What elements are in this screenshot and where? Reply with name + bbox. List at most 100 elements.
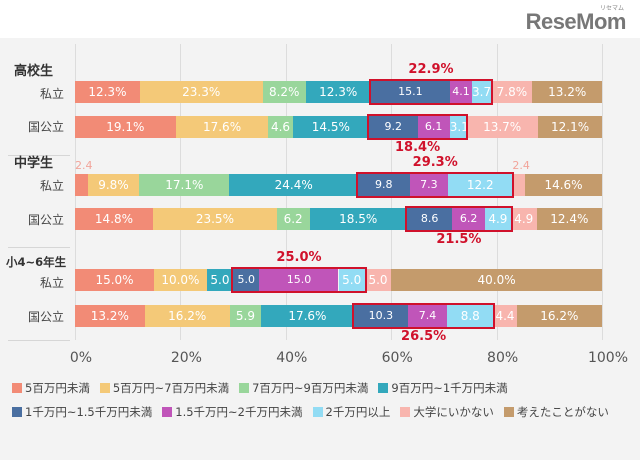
bar-segment: 5.0 [338,269,365,291]
bar-segment: 9.8% [87,174,140,196]
x-tick-label: 60% [381,350,413,366]
bar-segment: 9.2 [369,116,418,138]
bar-segment: 16.2% [516,305,602,327]
bar-segment: 23.5% [152,208,277,230]
gridline [602,44,603,340]
bar-segment [75,174,88,196]
group-label: 小4~6年生 [6,255,67,269]
group-divider [8,340,70,341]
legend-swatch [12,407,22,417]
row-label: 国公立 [27,120,64,134]
bar-segment: 4.6 [268,116,293,138]
bar-segment: 5.9 [229,305,262,327]
legend-swatch [239,383,250,393]
legend-label: 考えたことがない [516,405,609,419]
total-label: 21.5% [436,232,482,247]
legend-item: 5百万円未満 [12,380,90,396]
bar-segment: 16.2% [144,305,230,327]
bar-segment: 12.4% [536,208,602,230]
header-bar [0,0,640,38]
legend-swatch [99,383,110,393]
legend-item: 大学にいかない [400,404,494,420]
row-label: 国公立 [27,213,64,227]
bar-segment: 6.2 [452,208,485,230]
legend: 5百万円未満 5百万円~7百万円未満 7百万円~9百万円未満 9百万円~1千万円未満 1… [12,380,632,428]
bar-segment: 18.5% [309,208,407,230]
total-label: 29.3% [412,155,458,170]
bar-segment: 15.0 [259,269,339,291]
legend-swatch [503,407,514,417]
bar-segment: 4.4 [493,305,517,327]
row-label: 私立 [39,179,64,193]
legend-label: 1.5千万円~2千万円未満 [175,405,303,419]
bar-segment: 40.0% [391,269,602,291]
legend-item: 7百万円~9百万円未満 [239,380,368,396]
legend-swatch [12,383,22,393]
legend-swatch [400,407,411,417]
total-label: 26.5% [401,329,447,344]
bar-segment: 17.1% [139,174,230,196]
bar-segment: 10.3 [353,305,409,327]
highlight-box [368,79,494,105]
bar-segment: 14.8% [75,208,153,230]
bar-segment: 9.8 [357,174,410,196]
total-label: 22.9% [408,62,454,77]
row-label: 国公立 [27,310,64,324]
legend-label: 7百万円~9百万円未満 [252,381,369,395]
legend-swatch [162,407,173,417]
bar-segment: 8.2% [262,81,306,103]
highlight-box [355,172,515,198]
bar-segment: 7.8% [491,81,533,103]
bar-segment: 5.0 [206,269,234,291]
legend-swatch [378,383,389,393]
logo-kana: リセマム [599,5,624,12]
group-label: 高校生 [14,64,54,79]
bar-segment: 6.1 [417,116,450,138]
bar-segment: 4.1 [450,81,472,103]
bar-segment: 17.6% [261,305,354,327]
bar-segment: 4.9 [485,208,511,230]
legend-label: 5百万円~7百万円未満 [112,381,230,395]
group-divider [8,247,70,248]
bar-segment: 15.0% [75,269,155,291]
bar-segment: 12.3% [75,81,140,103]
bar-segment: 23.3% [139,81,263,103]
bar-segment: 12.2 [448,174,513,196]
bar-segment: 8.8 [447,305,494,327]
bar-segment: 14.6% [525,174,602,196]
bar-segment: 5.0 [233,269,260,291]
x-tick-label: 40% [276,350,308,366]
bar-segment: 15.1 [370,81,451,103]
bar-segment [512,174,526,196]
bar-segment: 17.6% [175,116,269,138]
legend-item: 2千万円以上 [312,404,391,420]
bar-segment: 12.1% [538,116,602,138]
bar-segment: 10.0% [154,269,207,291]
legend-label: 2千万円以上 [325,405,391,419]
x-tick-label: 0% [69,350,93,366]
total-label: 25.0% [276,250,322,265]
data-label: 2.4 [75,159,93,172]
legend-item: 1千万円~1.5千万円未満 [12,404,152,420]
data-label: 2.4 [512,159,530,172]
legend-label: 大学にいかない [413,405,494,419]
resemom-logo: ReseMom [525,9,627,34]
bar-segment: 7.3 [409,174,449,196]
highlight-box [367,114,469,140]
legend-item: 5百万円~7百万円未満 [99,380,230,396]
x-tick-label: 100% [587,350,629,366]
row-label: 私立 [39,87,64,101]
bar-segment: 3.7 [471,81,492,103]
bar-segment: 3.1 [449,116,469,138]
bar-segment: 8.6 [407,208,453,230]
legend-label: 5百万円未満 [25,381,90,395]
legend-item: 9百万円~1千万円未満 [378,380,508,396]
x-tick-label: 20% [170,350,202,366]
bar-segment: 12.3% [305,81,371,103]
bar-segment: 4.9 [510,208,537,230]
legend-item: 1.5千万円~2千万円未満 [162,404,303,420]
bar-segment: 5.0 [364,269,392,291]
x-tick-label: 80% [487,350,519,366]
bar-segment: 6.2 [276,208,310,230]
group-divider [8,155,70,156]
